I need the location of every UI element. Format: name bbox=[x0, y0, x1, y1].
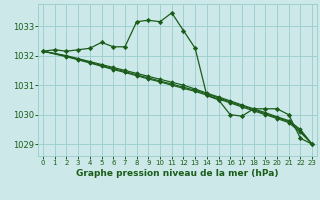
X-axis label: Graphe pression niveau de la mer (hPa): Graphe pression niveau de la mer (hPa) bbox=[76, 169, 279, 178]
